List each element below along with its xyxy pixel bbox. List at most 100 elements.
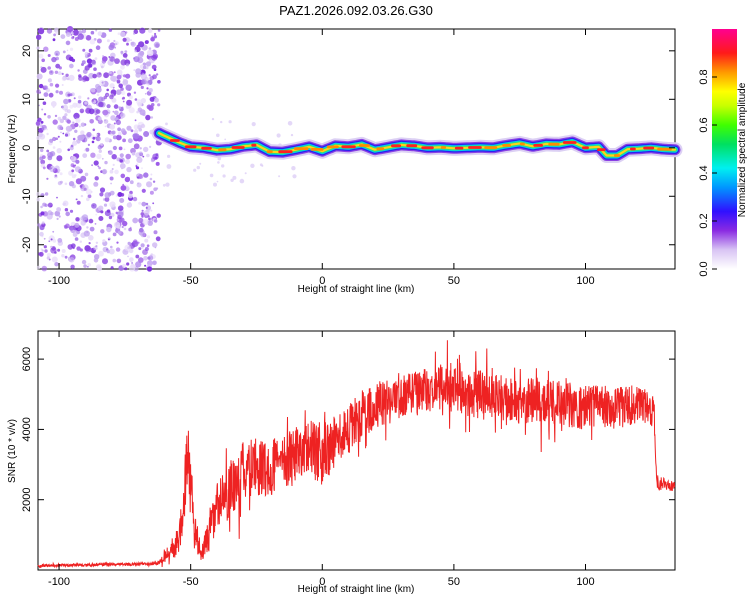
- signal-hotspot: [310, 148, 324, 151]
- noise-blob: [66, 126, 70, 130]
- noise-blob: [70, 163, 75, 168]
- noise-blob: [65, 118, 70, 123]
- noise-blob: [120, 173, 126, 179]
- noise-blob: [103, 119, 109, 124]
- noise-blob: [126, 202, 133, 208]
- noise-blob: [44, 85, 49, 90]
- noise-blob: [61, 72, 64, 75]
- noise-blob: [37, 223, 41, 227]
- noise-blob: [37, 27, 45, 35]
- noise-blob: [57, 71, 62, 75]
- noise-blob: [60, 34, 66, 39]
- noise-blob: [106, 104, 111, 109]
- noise-blob: [125, 63, 129, 67]
- noise-blob: [97, 144, 103, 150]
- noise-blob: [88, 108, 95, 115]
- noise-blob: [140, 123, 146, 129]
- noise-blob: [97, 116, 102, 121]
- noise-blob: [77, 69, 80, 72]
- noise-blob: [157, 80, 161, 84]
- noise-blob: [128, 227, 132, 232]
- noise-blob: [141, 209, 144, 212]
- noise-blob: [69, 209, 74, 213]
- noise-blob: [120, 112, 126, 119]
- noise-blob: [126, 99, 133, 106]
- noise-blob: [76, 102, 82, 108]
- noise-blob: [138, 41, 145, 48]
- noise-blob: [89, 119, 94, 124]
- noise-blob: [100, 65, 104, 69]
- snr-panel: -100 -50 0 50 100 2000 4000 6000 Height of stra…: [7, 330, 676, 595]
- noise-blob: [86, 226, 89, 229]
- signal-hotspot: [657, 147, 672, 151]
- noise-blob: [104, 210, 111, 217]
- noise-blob: [64, 255, 68, 259]
- noise-blob: [135, 166, 140, 170]
- noise-blob: [88, 218, 94, 224]
- noise-blob: [87, 97, 90, 100]
- noise-blob: [64, 208, 69, 212]
- noise-blob: [91, 99, 95, 102]
- noise-blob: [67, 26, 74, 33]
- noise-blob: [146, 181, 153, 188]
- noise-blob: [61, 254, 65, 258]
- noise-blob: [217, 156, 222, 161]
- noise-blob: [143, 210, 150, 216]
- noise-blob: [54, 174, 58, 177]
- noise-blob: [122, 183, 125, 186]
- noise-blob: [152, 202, 155, 205]
- noise-blob: [140, 98, 146, 104]
- noise-blob: [99, 192, 104, 197]
- noise-blob: [66, 77, 70, 81]
- noise-blob: [131, 262, 134, 264]
- noise-blob: [124, 244, 131, 251]
- noise-blob: [137, 102, 143, 107]
- noise-blob: [209, 173, 214, 178]
- noise-blob: [56, 155, 63, 162]
- noise-blob: [87, 265, 89, 268]
- noise-blob: [76, 200, 81, 205]
- noise-blob: [150, 173, 153, 176]
- noise-blob: [59, 180, 63, 184]
- noise-blob: [133, 32, 136, 35]
- noise-blob: [86, 197, 90, 202]
- noise-blob: [41, 249, 44, 252]
- noise-blob: [70, 243, 76, 249]
- noise-blob: [85, 147, 90, 152]
- noise-blob: [95, 241, 99, 244]
- noise-blob: [120, 90, 126, 96]
- noise-blob: [147, 256, 151, 260]
- noise-blob: [52, 146, 56, 149]
- noise-blob: [78, 134, 85, 141]
- signal-hotspot: [406, 144, 418, 148]
- spectrogram-y-axis-title: Frequency (Hz): [7, 115, 18, 184]
- noise-blob: [127, 241, 131, 246]
- noise-blob: [143, 172, 149, 178]
- noise-blob: [72, 137, 76, 141]
- noise-blob: [47, 202, 53, 208]
- noise-blob: [150, 209, 153, 212]
- noise-blob: [120, 31, 126, 37]
- noise-blob: [102, 239, 106, 243]
- noise-blob: [132, 133, 138, 139]
- noise-blob: [111, 154, 117, 160]
- noise-blob: [138, 127, 142, 132]
- snr-x-tick-label: -100: [48, 576, 70, 588]
- noise-blob: [137, 241, 140, 244]
- noise-blob: [35, 121, 41, 126]
- noise-blob: [95, 83, 101, 89]
- noise-blob: [83, 149, 86, 152]
- noise-blob: [95, 45, 101, 50]
- noise-blob: [120, 185, 127, 191]
- noise-blob: [148, 217, 151, 221]
- noise-blob: [130, 39, 132, 42]
- noise-blob: [153, 230, 158, 235]
- noise-blob: [143, 146, 149, 153]
- noise-blob: [106, 88, 109, 92]
- noise-blob: [109, 169, 114, 174]
- noise-blob: [88, 235, 94, 241]
- noise-blob: [86, 131, 92, 138]
- noise-blob: [39, 91, 42, 94]
- noise-blob: [71, 36, 75, 40]
